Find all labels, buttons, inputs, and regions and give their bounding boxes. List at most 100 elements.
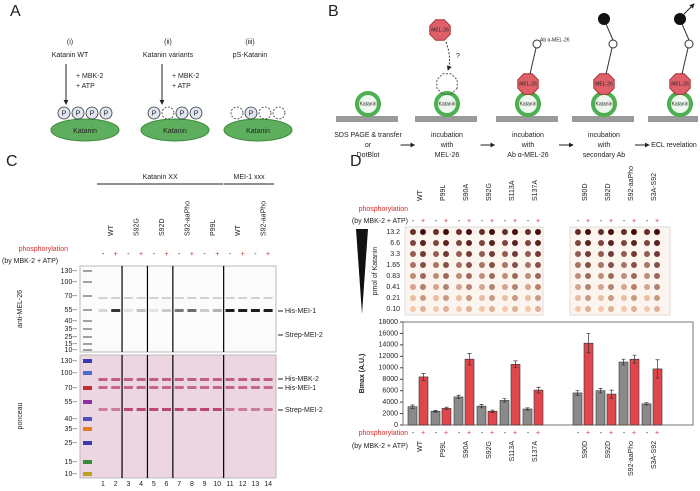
marker-label: 70-- (65, 293, 78, 300)
dot (575, 295, 581, 301)
marker-label: 55-- (65, 399, 78, 406)
dot (512, 295, 518, 301)
x-tick-label: S90D (582, 441, 589, 459)
sign: - (127, 251, 130, 258)
sign: + (490, 218, 494, 225)
step-number: (ii) (164, 39, 172, 46)
dot (608, 262, 614, 268)
treatment: + MBK-2 (172, 73, 200, 80)
step-text: incubation (512, 132, 544, 139)
dot (644, 229, 650, 235)
dot (410, 295, 416, 301)
step-text: secondary Ab (583, 152, 626, 159)
dot (466, 284, 472, 290)
band (200, 386, 210, 389)
dot (525, 240, 531, 246)
band (136, 309, 146, 312)
plot-frame (402, 321, 694, 426)
dot (654, 251, 660, 257)
dot (420, 306, 426, 312)
mel26 (593, 73, 615, 95)
band (149, 309, 159, 312)
dot (489, 262, 495, 268)
dot (466, 251, 472, 257)
amount: 0.83 (386, 273, 400, 280)
band (149, 378, 159, 381)
sign: + (586, 218, 590, 225)
dot (433, 262, 439, 268)
bar (572, 392, 583, 426)
treatment: + MBK-2 (76, 73, 104, 80)
sign: + (513, 218, 517, 225)
secondary-link (605, 23, 614, 41)
step-text: or (365, 142, 372, 149)
dot (443, 240, 449, 246)
band (238, 378, 248, 381)
error-bar (467, 353, 472, 366)
error-bar (609, 389, 614, 399)
membrane (572, 116, 634, 122)
marker-label: 40-- (65, 416, 78, 423)
band-label: His-MEI-1 (285, 308, 316, 315)
phospho-label: P (249, 110, 254, 117)
dot (585, 262, 591, 268)
band (263, 408, 273, 411)
sign: + (190, 251, 194, 258)
dot (644, 240, 650, 246)
dot (433, 273, 439, 279)
mel26 (669, 73, 691, 95)
dot (621, 284, 627, 290)
sign: + (215, 251, 219, 258)
dot (631, 284, 637, 290)
phospho-site (57, 106, 71, 120)
dot (456, 229, 462, 235)
panel-letter: B (328, 3, 339, 20)
dot (585, 251, 591, 257)
dot-blot (404, 226, 544, 316)
legend-sign: + (444, 430, 448, 437)
marker-label: 100-- (61, 370, 78, 377)
lane-number: 4 (139, 481, 143, 488)
error-bar (456, 394, 461, 400)
antibody (681, 47, 689, 75)
phospho-site (99, 106, 113, 120)
question: ? (456, 53, 460, 60)
panel-letter: C (6, 153, 18, 170)
dot (575, 306, 581, 312)
dot (644, 251, 650, 257)
dot (512, 306, 518, 312)
step-number: (iii) (245, 39, 254, 46)
bar (618, 361, 629, 426)
sign: + (609, 218, 613, 225)
x-tick-label: P99L (440, 441, 447, 457)
legend-sign: - (412, 430, 415, 437)
sign: - (229, 251, 232, 258)
band (174, 309, 184, 312)
step-number: (i) (67, 39, 73, 46)
mel26-label: MEL-26 (671, 81, 689, 87)
band (174, 408, 184, 411)
band (136, 408, 146, 411)
amount: 13.2 (386, 229, 400, 236)
dot (598, 284, 604, 290)
y-tick-label: 16000 (379, 330, 399, 337)
dot (621, 262, 627, 268)
lane-number: 13 (252, 481, 260, 488)
step-text: MEL-26 (435, 152, 460, 159)
group-label: Katanin XX (143, 174, 178, 181)
sign: - (153, 251, 156, 258)
dot (575, 284, 581, 290)
y-tick-label: 2000 (382, 410, 398, 417)
katanin-ring (355, 91, 381, 117)
dot (621, 295, 627, 301)
amount: 6.6 (390, 240, 400, 247)
sign: + (536, 218, 540, 225)
band (123, 386, 133, 389)
dot (456, 284, 462, 290)
error-bar (655, 359, 660, 379)
error-bar (479, 404, 484, 409)
phospho-site (244, 106, 258, 120)
band (250, 378, 260, 381)
dot (489, 240, 495, 246)
band-label: Strep-MEI-2 (285, 332, 323, 339)
